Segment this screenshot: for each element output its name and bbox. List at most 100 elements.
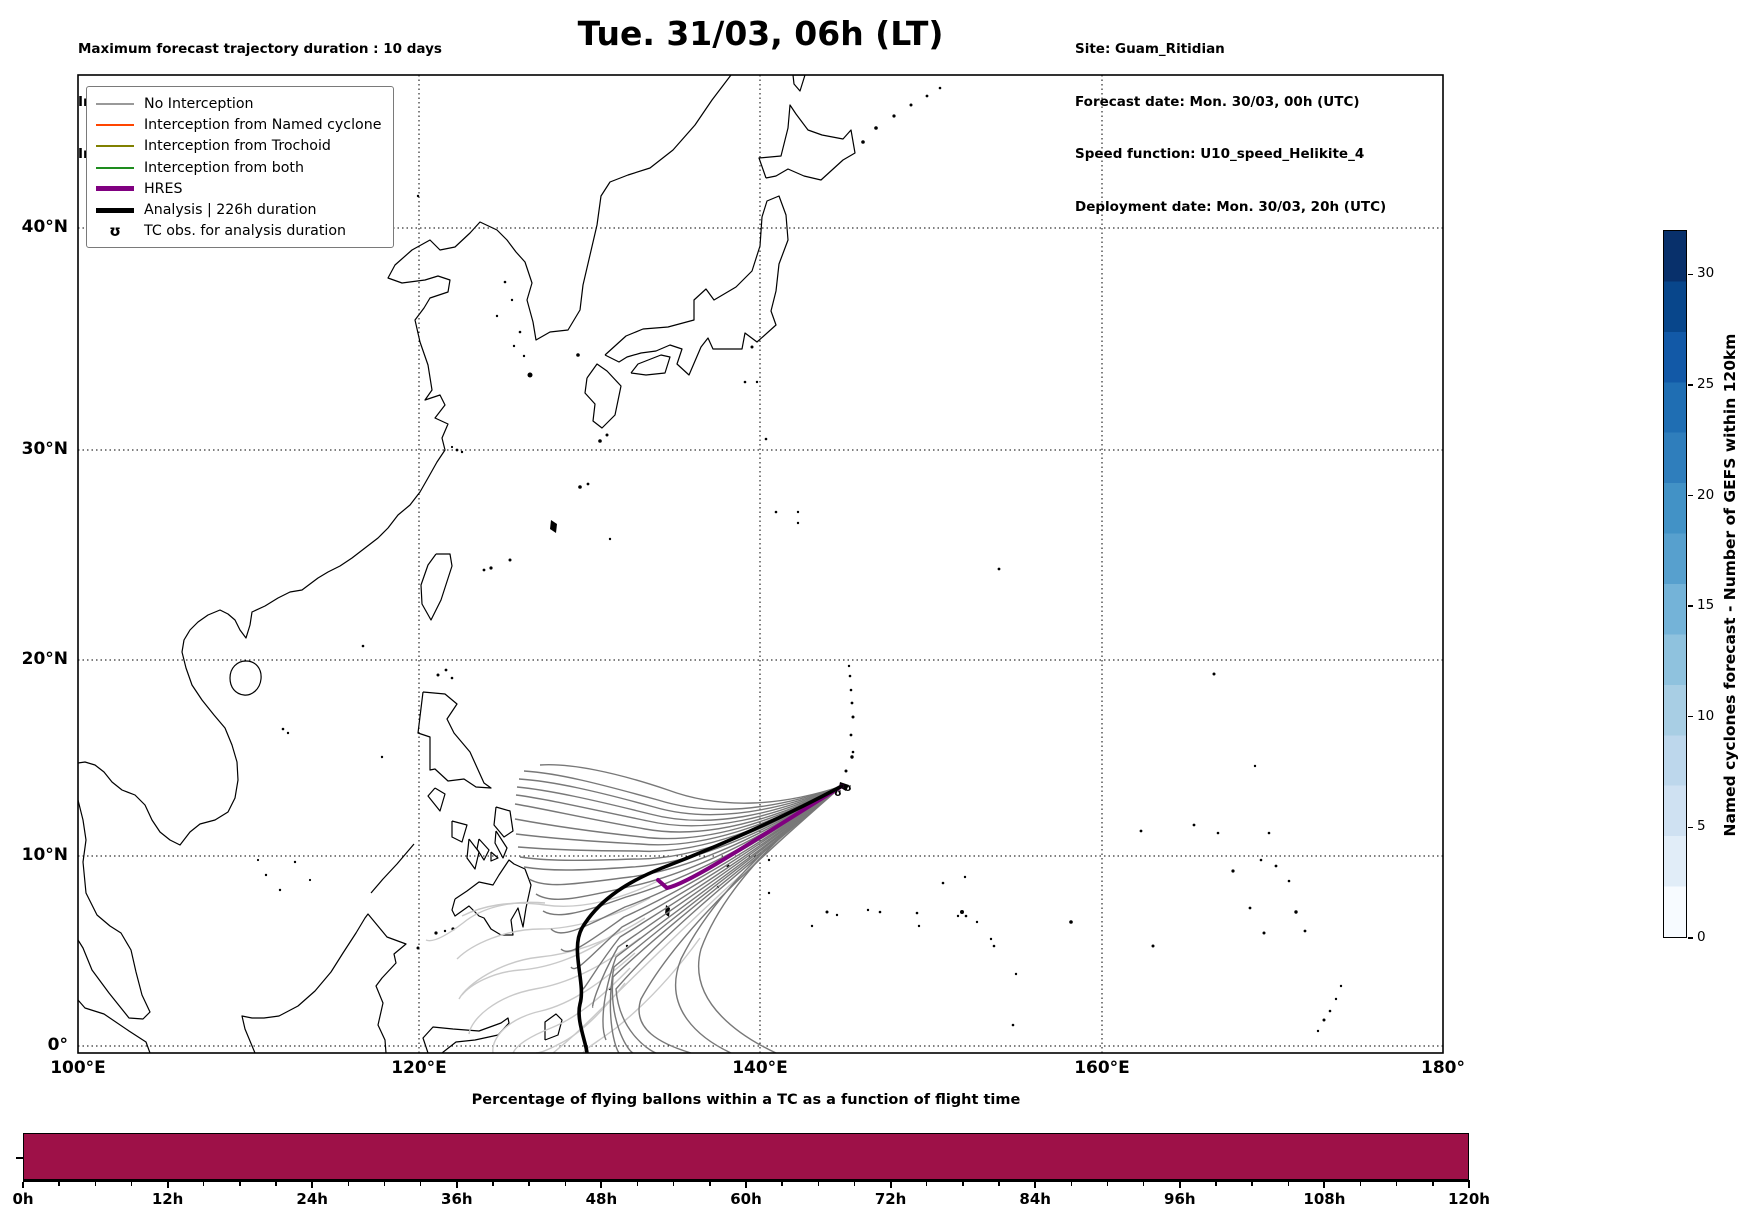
purple-line-swatch bbox=[95, 186, 135, 192]
bottom-axis-minor-tick bbox=[853, 1182, 856, 1186]
bottom-axis-tick-label: 0h bbox=[12, 1190, 34, 1208]
forecast-date-text: Forecast date: Mon. 30/03, 00h (UTC) bbox=[1075, 93, 1360, 110]
bottom-axis-minor-tick bbox=[636, 1182, 639, 1186]
legend-box: No Interception Interception from Named … bbox=[86, 86, 394, 249]
bottom-axis-minor-tick bbox=[926, 1182, 928, 1186]
bottom-axis-minor-tick bbox=[1287, 1182, 1289, 1186]
olive-line-swatch bbox=[95, 145, 135, 148]
bottom-axis-tick-label: 36h bbox=[441, 1190, 473, 1208]
bottom-axis-tick-label: 120h bbox=[1448, 1190, 1490, 1208]
bottom-axis-major-tick bbox=[1468, 1182, 1470, 1188]
bottom-axis-minor-tick bbox=[962, 1182, 964, 1186]
bottom-axis-tick-label: 24h bbox=[296, 1190, 328, 1208]
speed-function-text: Speed function: U10_speed_Helikite_4 bbox=[1075, 146, 1365, 162]
legend-item-trochoid: Interception from Trochoid bbox=[95, 136, 385, 157]
legend-item-named-cyclone: Interception from Named cyclone bbox=[95, 114, 385, 135]
bottom-axis-minor-tick bbox=[1359, 1182, 1362, 1186]
bottom-axis-minor-tick bbox=[998, 1182, 1000, 1186]
xtick-160e: 160°E bbox=[1074, 1058, 1130, 1078]
bottom-axis-tick-label: 60h bbox=[730, 1190, 762, 1208]
bottom-axis-minor-tick bbox=[1142, 1182, 1145, 1186]
ytick-20n: 20°N bbox=[21, 649, 68, 669]
header-right-block: Site: Guam_Ritidian Forecast date: Mon. … bbox=[1075, 6, 1386, 251]
bottom-axis-tick-label: 12h bbox=[151, 1190, 184, 1208]
cyclone-marker-icon: ʊ bbox=[109, 221, 121, 240]
colorbar-tick-label: 5 bbox=[1697, 818, 1706, 835]
max-duration-text: Maximum forecast trajectory duration : 1… bbox=[78, 41, 442, 57]
colorbar-tick-mark bbox=[1688, 937, 1693, 939]
bottom-axis-major-tick bbox=[1034, 1182, 1037, 1188]
green-line-swatch bbox=[95, 166, 135, 169]
black-line-swatch bbox=[95, 207, 135, 213]
bottom-axis-tick-label: 72h bbox=[874, 1190, 907, 1208]
bottom-axis-major-tick bbox=[166, 1182, 169, 1188]
bottom-axis-minor-tick bbox=[275, 1182, 277, 1186]
bottom-axis-major-tick bbox=[1323, 1182, 1326, 1188]
bottom-axis-minor-tick bbox=[817, 1182, 819, 1186]
figure-title: Tue. 31/03, 06h (LT) bbox=[577, 14, 944, 53]
bottom-axis-minor-tick bbox=[528, 1182, 530, 1186]
colorbar-tick-mark bbox=[1688, 605, 1693, 607]
bottom-chart-ytick bbox=[16, 1157, 23, 1159]
bottom-axis-major-tick bbox=[600, 1182, 603, 1188]
colorbar-tick-label: 0 bbox=[1697, 929, 1706, 945]
colorbar-tick-label: 20 bbox=[1697, 486, 1715, 503]
colorbar-tick-mark bbox=[1688, 494, 1693, 497]
ytick-0: 0° bbox=[47, 1035, 68, 1055]
legend-item-analysis: Analysis | 226h duration bbox=[95, 199, 385, 220]
xtick-180: 180° bbox=[1421, 1058, 1465, 1078]
bottom-axis-minor-tick bbox=[419, 1182, 422, 1186]
bottom-axis-minor-tick bbox=[203, 1182, 205, 1186]
colorbar-tick-label: 15 bbox=[1697, 597, 1715, 614]
legend-item-hres: HRES bbox=[95, 178, 385, 199]
bottom-axis-minor-tick bbox=[1106, 1182, 1109, 1186]
legend-item-both: Interception from both bbox=[95, 157, 385, 178]
bottom-axis-tick-label: 108h bbox=[1303, 1190, 1346, 1208]
bottom-chart-axis-line bbox=[23, 1180, 1470, 1182]
bottom-axis-minor-tick bbox=[347, 1182, 350, 1186]
bottom-axis-major-tick bbox=[1178, 1182, 1181, 1188]
ytick-30n: 30°N bbox=[21, 439, 68, 459]
bottom-axis-minor-tick bbox=[492, 1182, 494, 1186]
bottom-axis-minor-tick bbox=[239, 1182, 241, 1186]
colorbar-tick-label: 10 bbox=[1697, 707, 1715, 724]
colorbar-tick-label: 30 bbox=[1697, 265, 1715, 282]
bottom-chart-bar bbox=[23, 1133, 1469, 1180]
bottom-axis-tick-label: 96h bbox=[1164, 1190, 1196, 1208]
bottom-axis-minor-tick bbox=[564, 1182, 566, 1186]
bottom-axis-minor-tick bbox=[1215, 1182, 1217, 1186]
colorbar-tick-mark bbox=[1688, 826, 1693, 829]
bottom-axis-minor-tick bbox=[1396, 1182, 1398, 1186]
colorbar-tick-label: 25 bbox=[1697, 375, 1715, 392]
ytick-40n: 40°N bbox=[21, 217, 68, 237]
bottom-axis-major-tick bbox=[745, 1182, 747, 1188]
bottom-axis-major-tick bbox=[22, 1182, 24, 1188]
svg-text:ʊ: ʊ bbox=[844, 783, 852, 794]
colorbar-label: Named cyclones forecast - Number of GEFS… bbox=[1721, 333, 1739, 837]
legend-item-tc-obs: ʊ TC obs. for analysis duration bbox=[95, 221, 385, 242]
bottom-axis-minor-tick bbox=[673, 1182, 675, 1186]
bottom-chart-title: Percentage of flying ballons within a TC… bbox=[471, 1092, 1021, 1108]
bottom-axis-tick-label: 48h bbox=[585, 1190, 618, 1208]
bottom-axis-minor-tick bbox=[1432, 1182, 1434, 1186]
site-text: Site: Guam_Ritidian bbox=[1075, 41, 1225, 57]
bottom-axis-minor-tick bbox=[1070, 1182, 1073, 1186]
colorbar-tick-mark bbox=[1688, 384, 1693, 386]
colorbar-tick-mark bbox=[1688, 716, 1693, 718]
xtick-140e: 140°E bbox=[732, 1058, 788, 1078]
svg-text:ʊ: ʊ bbox=[834, 788, 842, 799]
xtick-100e: 100°E bbox=[50, 1058, 106, 1078]
bottom-axis-major-tick bbox=[311, 1182, 314, 1188]
bottom-axis-minor-tick bbox=[58, 1182, 60, 1186]
gray-line-swatch bbox=[95, 102, 135, 105]
bottom-axis-minor-tick bbox=[383, 1182, 386, 1186]
bottom-axis-major-tick bbox=[455, 1182, 458, 1188]
bottom-axis-minor-tick bbox=[709, 1182, 711, 1186]
bottom-axis-major-tick bbox=[889, 1182, 892, 1188]
colorbar-gradient bbox=[1663, 230, 1687, 938]
bottom-axis-minor-tick bbox=[781, 1182, 783, 1186]
bottom-axis-tick-label: 84h bbox=[1019, 1190, 1051, 1208]
bottom-axis-minor-tick bbox=[130, 1182, 133, 1186]
